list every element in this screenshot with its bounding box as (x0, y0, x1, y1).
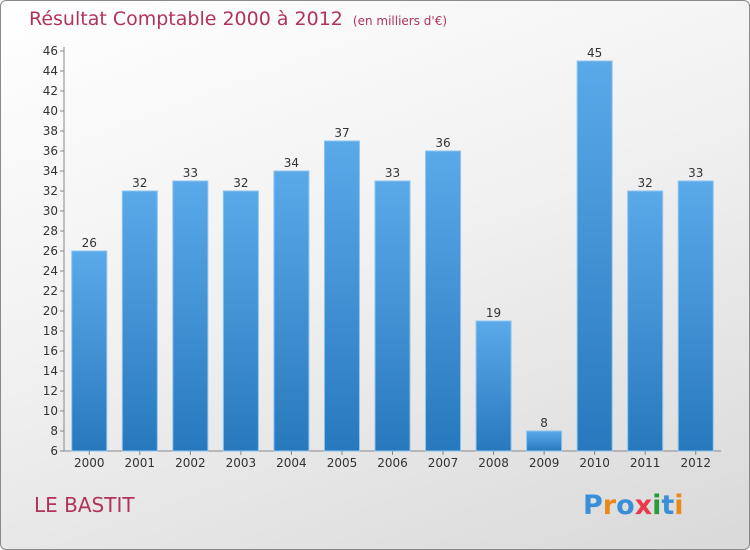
bar (475, 320, 512, 452)
y-tick-label: 36 (43, 144, 58, 158)
x-tick-label: 2004 (276, 456, 307, 470)
logo-letter: i (674, 490, 684, 521)
logo-letter: x (634, 490, 653, 521)
bar (425, 150, 462, 452)
chart-title: Résultat Comptable 2000 à 2012 (29, 8, 343, 30)
x-tick-label: 2009 (529, 456, 560, 470)
data-label: 8 (540, 416, 548, 430)
y-tick-label: 10 (43, 404, 58, 418)
data-label: 33 (688, 166, 703, 180)
x-tick-label: 2011 (630, 456, 661, 470)
data-label: 32 (132, 176, 147, 190)
y-tick-label: 46 (43, 44, 58, 58)
bar (576, 60, 613, 452)
x-tick-label: 2003 (226, 456, 257, 470)
y-tick-label: 24 (43, 264, 58, 278)
bar (374, 180, 411, 452)
x-tick-label: 2006 (377, 456, 408, 470)
x-tick-label: 2000 (74, 456, 105, 470)
bar (273, 170, 310, 452)
y-tick-label: 30 (43, 204, 58, 218)
y-tick-label: 34 (43, 164, 58, 178)
y-tick-label: 6 (50, 444, 58, 458)
data-label: 32 (233, 176, 248, 190)
bar (323, 140, 360, 452)
y-tick-label: 40 (43, 104, 58, 118)
x-tick-label: 2010 (579, 456, 610, 470)
y-tick-label: 18 (43, 324, 58, 338)
x-tick-label: 2002 (175, 456, 206, 470)
data-label: 33 (385, 166, 400, 180)
y-tick-label: 22 (43, 284, 58, 298)
x-tick-label: 2005 (327, 456, 358, 470)
x-tick-label: 2007 (428, 456, 459, 470)
data-label: 19 (486, 306, 501, 320)
y-tick-label: 26 (43, 244, 58, 258)
logo-letter: o (616, 490, 635, 521)
logo-letter: t (661, 490, 675, 521)
logo-letter: P (583, 490, 603, 521)
data-label: 34 (284, 156, 299, 170)
y-tick-label: 14 (43, 364, 58, 378)
y-tick-label: 38 (43, 124, 58, 138)
bar (172, 180, 209, 452)
logo-letter: i (652, 490, 662, 521)
proxiti-logo: Proxiti (583, 490, 684, 521)
data-label: 33 (183, 166, 198, 180)
y-tick-label: 8 (50, 424, 58, 438)
y-tick-label: 12 (43, 384, 58, 398)
data-label: 45 (587, 46, 602, 60)
y-tick-label: 28 (43, 224, 58, 238)
data-label: 26 (82, 236, 97, 250)
bar (627, 190, 664, 452)
logo-letter: r (602, 490, 617, 521)
commune-name: LE BASTIT (34, 493, 135, 517)
data-label: 36 (435, 136, 450, 150)
chart-subtitle: (en milliers d'€) (352, 14, 448, 28)
bar (526, 430, 563, 452)
x-tick-label: 2012 (680, 456, 711, 470)
chart-header: Résultat Comptable 2000 à 2012 (en millie… (29, 8, 447, 30)
y-tick-label: 44 (43, 64, 58, 78)
y-tick-label: 32 (43, 184, 58, 198)
plot-area: 6 8 10 12 14 16 18 20 22 24 26 28 30 32 34 36 38 40 42 44 46… (43, 44, 721, 470)
y-tick-label: 20 (43, 304, 58, 318)
data-label: 32 (638, 176, 653, 190)
y-tick-label: 16 (43, 344, 58, 358)
x-tick-label: 2001 (125, 456, 156, 470)
data-label: 37 (334, 126, 349, 140)
bar (121, 190, 158, 452)
bar (677, 180, 714, 452)
y-tick-label: 42 (43, 84, 58, 98)
bar (222, 190, 259, 452)
bar (71, 250, 108, 452)
x-tick-label: 2008 (478, 456, 509, 470)
